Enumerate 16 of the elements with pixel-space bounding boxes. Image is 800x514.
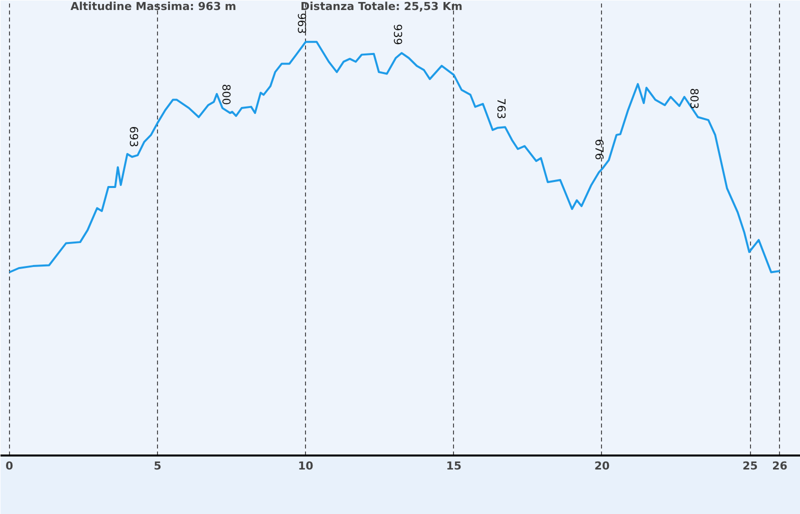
x-tick-label: 25 [742,460,758,472]
chart-subtitle: Distanza Totale: 25,53 Km [300,0,462,14]
x-tick-label: 26 [772,460,788,472]
annotation: 803 [687,88,700,110]
annotation: 800 [220,84,233,106]
x-tick-label: 15 [446,460,462,472]
x-tick-label: 5 [154,460,162,472]
annotation: 693 [127,126,140,148]
annotation: 676 [592,139,606,160]
x-tick-label: 10 [298,460,314,472]
annotation: 963 [295,12,308,34]
x-tick-label: 20 [594,460,610,472]
x-tick-label: 0 [6,460,14,472]
annotation: 763 [494,98,508,120]
annotation: 939 [391,24,404,46]
chart-title: Altitudine Massima: 963 m [70,0,236,14]
